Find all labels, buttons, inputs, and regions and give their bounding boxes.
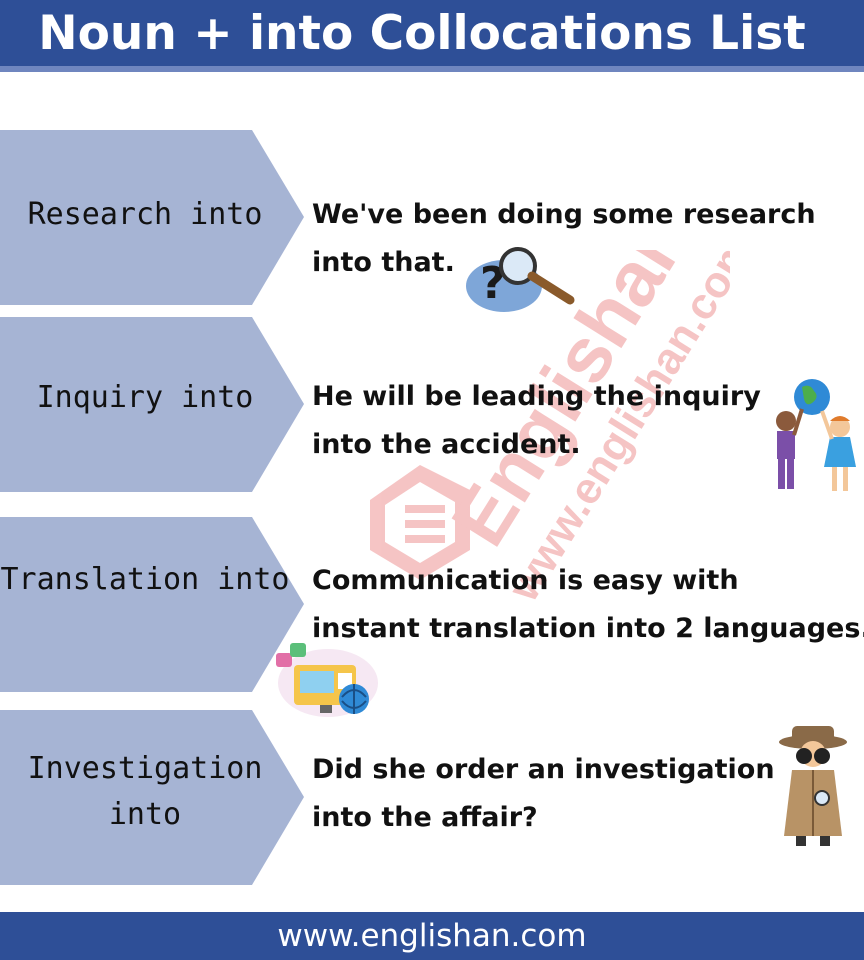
collocation-row-translation: Translation into Communication is easy w… — [0, 517, 864, 717]
page-title: Noun + into Collocations List — [38, 6, 806, 61]
header-banner: Noun + into Collocations List — [0, 0, 864, 72]
collocation-row-research: Research into We've been doing some rese… — [0, 130, 864, 312]
collocation-row-inquiry: Inquiry into He will be leading the inqu… — [0, 317, 864, 492]
term-label: Inquiry into — [36, 380, 254, 415]
term-label: Translation into — [0, 562, 290, 597]
detective-binoculars-icon — [779, 726, 847, 846]
translation-computer-icon — [276, 643, 378, 717]
kids-globe-icon — [776, 379, 856, 491]
term-arrow-shape — [0, 317, 304, 492]
magnifier-question-icon: ? — [466, 247, 575, 312]
example-sentence: He will be leading the inquiry into the … — [312, 381, 761, 460]
collocation-row-investigation: Investigation into Did she order an inve… — [0, 710, 864, 885]
example-sentence: Did she order an investigation into the … — [312, 754, 775, 833]
term-arrow-shape — [0, 710, 304, 885]
example-sentence: We've been doing some research into that… — [312, 199, 816, 278]
term-label: Research into — [27, 197, 263, 232]
footer-url: www.englishan.com — [277, 918, 587, 954]
term-arrow-shape — [0, 517, 304, 692]
example-sentence: Communication is easy with instant trans… — [312, 565, 864, 644]
footer-banner: www.englishan.com — [0, 912, 864, 960]
term-arrow-shape — [0, 130, 304, 305]
term-label: Investigation into — [27, 751, 263, 832]
